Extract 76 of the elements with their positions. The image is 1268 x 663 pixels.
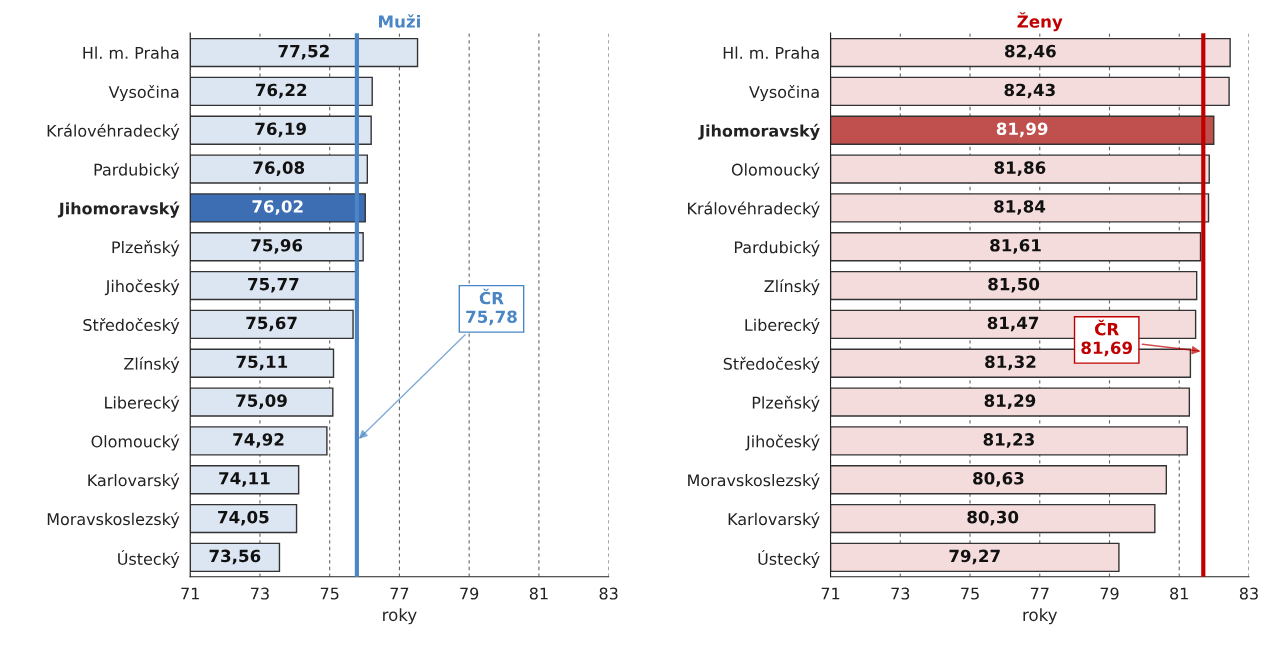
x-tick-label: 71	[821, 587, 840, 600]
data-label: 81,61	[990, 238, 1041, 254]
ref-line-label: ČR 81,69	[1081, 319, 1133, 357]
y-tick-label: Královéhradecký	[47, 123, 180, 140]
y-tick-label: Zlínský	[124, 356, 180, 373]
x-tick-label: 75	[961, 587, 979, 600]
y-tick-label: Jihočeský	[104, 279, 180, 296]
data-label: 81,99	[996, 122, 1048, 138]
y-tick-label: Středočeský	[723, 356, 820, 373]
x-tick-label: 83	[1239, 587, 1258, 600]
y-tick-label: Moravskoslezský	[47, 512, 180, 529]
x-tick-label: 75	[320, 587, 339, 600]
y-tick-label: Olomoucký	[91, 434, 180, 451]
x-tick-label: 79	[1100, 587, 1119, 600]
y-tick-label: Zlínský	[764, 279, 820, 296]
x-tick-label: 77	[1030, 587, 1049, 600]
data-label: 76,02	[252, 200, 303, 215]
y-tick-label: Vysočina	[749, 85, 819, 102]
y-tick-label: Jihomoravský	[57, 201, 180, 218]
y-tick-label: Karlovarský	[728, 512, 820, 529]
data-label: 75,67	[246, 316, 297, 332]
y-tick-label: Liberecký	[745, 318, 820, 335]
y-tick-label: Středočeský	[83, 318, 180, 335]
x-tick-label: 73	[251, 587, 269, 600]
x-axis-title: roky	[383, 608, 417, 625]
y-tick-label: Vysočina	[108, 85, 179, 102]
data-label: 75,77	[248, 278, 299, 293]
data-label: 74,05	[218, 510, 269, 526]
y-tick-label: Plzeňský	[112, 240, 180, 257]
y-tick-label: Moravskoslezský	[688, 473, 820, 490]
y-tick-label: Jihomoravský	[698, 123, 820, 141]
y-tick-label: Pardubický	[94, 162, 180, 179]
data-label: 82,43	[1004, 83, 1055, 99]
data-label: 75,96	[251, 238, 303, 254]
x-tick-label: 73	[891, 587, 910, 600]
data-label: 79,27	[949, 549, 1000, 565]
data-label: 81,32	[985, 355, 1036, 371]
data-label: 76,19	[255, 122, 306, 138]
y-tick-label: Ústecký	[118, 550, 180, 569]
data-label: 80,30	[967, 510, 1019, 526]
data-label: 73,56	[209, 549, 261, 565]
data-label: 81,23	[983, 433, 1034, 448]
data-label: 76,08	[253, 161, 305, 177]
data-label: 75,11	[236, 355, 288, 371]
y-tick-label: Ústecký	[758, 550, 820, 569]
y-tick-label: Jihočeský	[745, 434, 820, 451]
y-tick-label: Olomoucký	[731, 162, 820, 179]
data-label: 81,84	[994, 200, 1046, 215]
data-label: 81,29	[984, 394, 1036, 410]
y-tick-label: Královéhradecký	[688, 201, 820, 218]
data-label: 76,22	[255, 83, 307, 99]
x-axis-title: roky	[1023, 608, 1058, 625]
data-label: 74,92	[233, 433, 284, 448]
x-tick-label: 71	[181, 587, 199, 600]
chart-title: Muži	[379, 14, 420, 28]
data-label: 75,09	[236, 394, 287, 410]
y-tick-label: Liberecký	[105, 395, 180, 412]
data-label: 82,46	[1005, 44, 1056, 60]
y-tick-label: Karlovarský	[88, 473, 180, 490]
ref-line-label: ČR 75,78	[466, 288, 517, 326]
x-tick-label: 83	[599, 587, 618, 600]
x-tick-label: 81	[529, 587, 548, 600]
data-label: 81,86	[994, 161, 1046, 177]
y-tick-label: Plzeňský	[752, 395, 820, 412]
data-label: 74,11	[219, 472, 270, 487]
y-tick-label: Hl. m. Praha	[83, 46, 179, 59]
y-tick-label: Hl. m. Praha	[723, 46, 819, 59]
x-tick-label: 77	[390, 587, 409, 600]
data-label: 81,47	[987, 316, 1039, 332]
data-label: 80,63	[973, 471, 1024, 487]
y-tick-label: Pardubický	[734, 240, 820, 257]
x-tick-label: 79	[460, 587, 479, 600]
chart-title: Ženy	[1017, 12, 1063, 32]
data-label: 77,52	[278, 44, 329, 60]
data-label: 81,50	[988, 277, 1040, 293]
x-tick-label: 81	[1170, 587, 1188, 600]
